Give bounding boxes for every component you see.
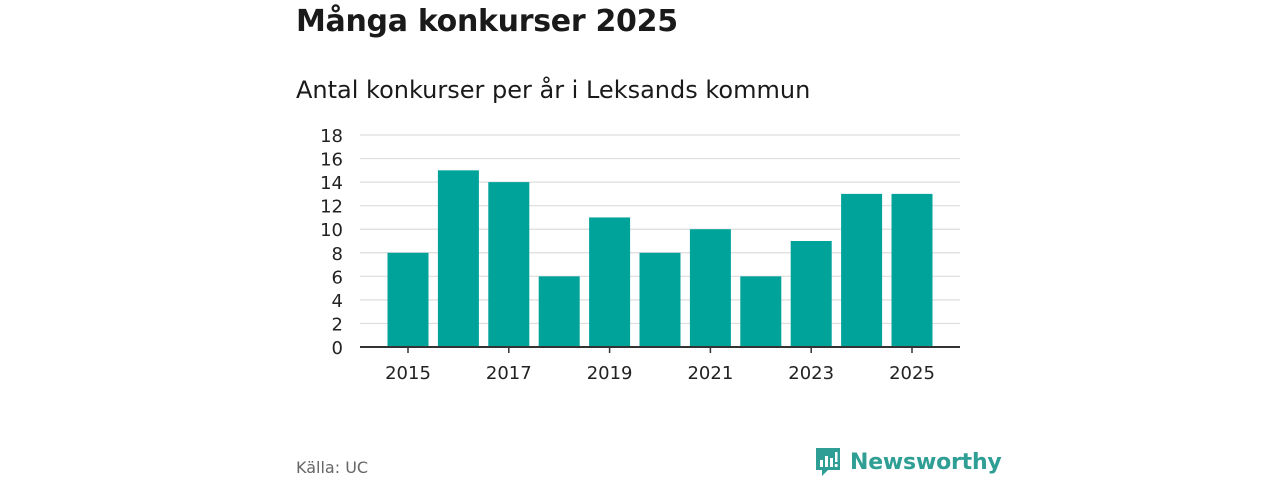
- x-axis-ticks: 2015 2017 2019 2021 2023 2025: [385, 347, 935, 384]
- y-tick-label: 2: [332, 314, 343, 335]
- y-tick-label: 12: [320, 197, 343, 218]
- source-note: Källa: UC: [296, 458, 369, 477]
- x-tick-label: 2017: [486, 363, 532, 384]
- chart-title: Många konkurser 2025: [296, 4, 678, 39]
- y-tick-label: 14: [320, 173, 343, 194]
- bar-2018: 2018: 6: [538, 276, 580, 347]
- bar-2019: 2019: 11: [589, 217, 631, 347]
- y-tick-label: 18: [320, 126, 343, 147]
- bar-2021: 2021: 10: [689, 229, 731, 347]
- bar-2016: 2016: 15: [437, 170, 479, 347]
- y-tick-label: 6: [332, 267, 343, 288]
- bar-2023: 2023: 9: [790, 241, 832, 347]
- x-tick-label: 2025: [889, 363, 935, 384]
- chart-subtitle: Antal konkurser per år i Leksands kommun: [296, 76, 811, 104]
- brand-logo: Newsworthy: [814, 446, 1002, 478]
- x-tick-label: 2015: [385, 363, 431, 384]
- y-tick-label: 0: [332, 338, 343, 359]
- bar-2017: 2017: 14: [488, 182, 530, 347]
- bar-2022: 2022: 6: [740, 276, 782, 347]
- y-tick-label: 8: [332, 244, 343, 265]
- bar-2025: 2025: 13: [891, 193, 933, 347]
- y-tick-label: 16: [320, 150, 343, 171]
- bar-2020: 2020: 8: [639, 252, 681, 347]
- brand-name: Newsworthy: [850, 449, 1002, 475]
- x-tick-label: 2023: [788, 363, 834, 384]
- y-tick-label: 4: [332, 291, 343, 312]
- x-tick-label: 2021: [687, 363, 733, 384]
- y-tick-label: 10: [320, 220, 343, 241]
- bar-2024: 2024: 13: [841, 193, 883, 347]
- x-tick-label: 2019: [587, 363, 633, 384]
- newsworthy-logo-icon: [816, 448, 840, 476]
- bar-2015: 2015: 8: [387, 252, 429, 347]
